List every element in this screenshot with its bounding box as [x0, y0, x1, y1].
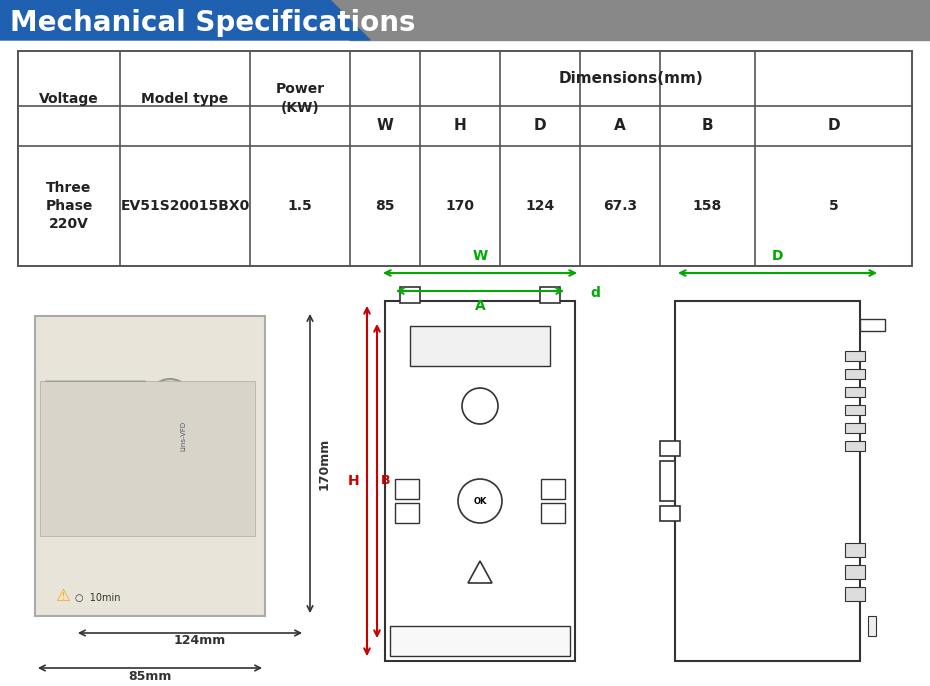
Bar — [45, 381, 145, 416]
Text: 170: 170 — [445, 199, 474, 213]
Bar — [35, 316, 265, 616]
Bar — [400, 287, 420, 303]
Text: Voltage: Voltage — [39, 91, 99, 106]
Bar — [395, 503, 419, 523]
Text: H: H — [348, 474, 359, 488]
Polygon shape — [468, 561, 492, 583]
Text: D: D — [534, 119, 546, 134]
Circle shape — [458, 479, 502, 523]
Bar — [845, 351, 865, 361]
Bar — [845, 405, 865, 415]
Bar — [40, 381, 255, 536]
Bar — [390, 626, 570, 656]
Bar — [541, 479, 565, 499]
Text: 1.5: 1.5 — [287, 199, 312, 213]
Bar — [660, 441, 680, 456]
Text: H: H — [454, 119, 466, 134]
Bar — [18, 51, 912, 266]
Bar — [845, 441, 865, 451]
Text: Three
Phase
220V: Three Phase 220V — [46, 180, 93, 231]
Bar — [395, 479, 419, 499]
Text: OK: OK — [473, 497, 486, 506]
Text: B: B — [381, 475, 391, 488]
Bar — [660, 461, 675, 501]
Bar — [860, 319, 885, 331]
Text: A: A — [614, 119, 626, 134]
Bar — [845, 543, 865, 557]
Text: 85mm: 85mm — [128, 670, 172, 683]
Bar — [410, 326, 550, 366]
Bar — [385, 301, 575, 661]
Polygon shape — [310, 0, 930, 40]
Text: 124mm: 124mm — [174, 634, 226, 647]
Text: A: A — [474, 299, 485, 313]
Polygon shape — [0, 0, 370, 40]
Text: W: W — [377, 119, 393, 134]
Text: 170mm: 170mm — [318, 438, 331, 490]
Text: B: B — [702, 119, 713, 134]
Text: 67.3: 67.3 — [603, 199, 637, 213]
Text: W: W — [472, 249, 487, 263]
Text: d: d — [590, 286, 600, 300]
Bar — [868, 616, 876, 636]
Text: Dimensions(mm): Dimensions(mm) — [559, 71, 703, 86]
Text: Mechanical Specifications: Mechanical Specifications — [10, 9, 416, 37]
Bar — [845, 587, 865, 601]
Text: Power
(KW): Power (KW) — [275, 82, 325, 115]
Bar — [845, 369, 865, 379]
Bar — [541, 503, 565, 523]
Bar — [845, 387, 865, 397]
Circle shape — [148, 379, 192, 423]
Bar — [540, 287, 560, 303]
Text: ⚠: ⚠ — [55, 587, 70, 605]
Text: D: D — [772, 249, 783, 263]
Text: Model type: Model type — [141, 91, 229, 106]
Text: 5: 5 — [829, 199, 838, 213]
Bar — [675, 301, 860, 661]
Text: 85: 85 — [375, 199, 394, 213]
Circle shape — [462, 388, 498, 424]
Bar — [845, 423, 865, 433]
Bar — [660, 506, 680, 521]
Text: D: D — [827, 119, 840, 134]
Text: 124: 124 — [525, 199, 554, 213]
Text: 158: 158 — [693, 199, 722, 213]
Text: ○  10min: ○ 10min — [75, 593, 121, 603]
Text: Lins-VFD: Lins-VFD — [180, 421, 186, 451]
Text: EV51S20015BX0: EV51S20015BX0 — [120, 199, 249, 213]
Bar — [845, 565, 865, 579]
